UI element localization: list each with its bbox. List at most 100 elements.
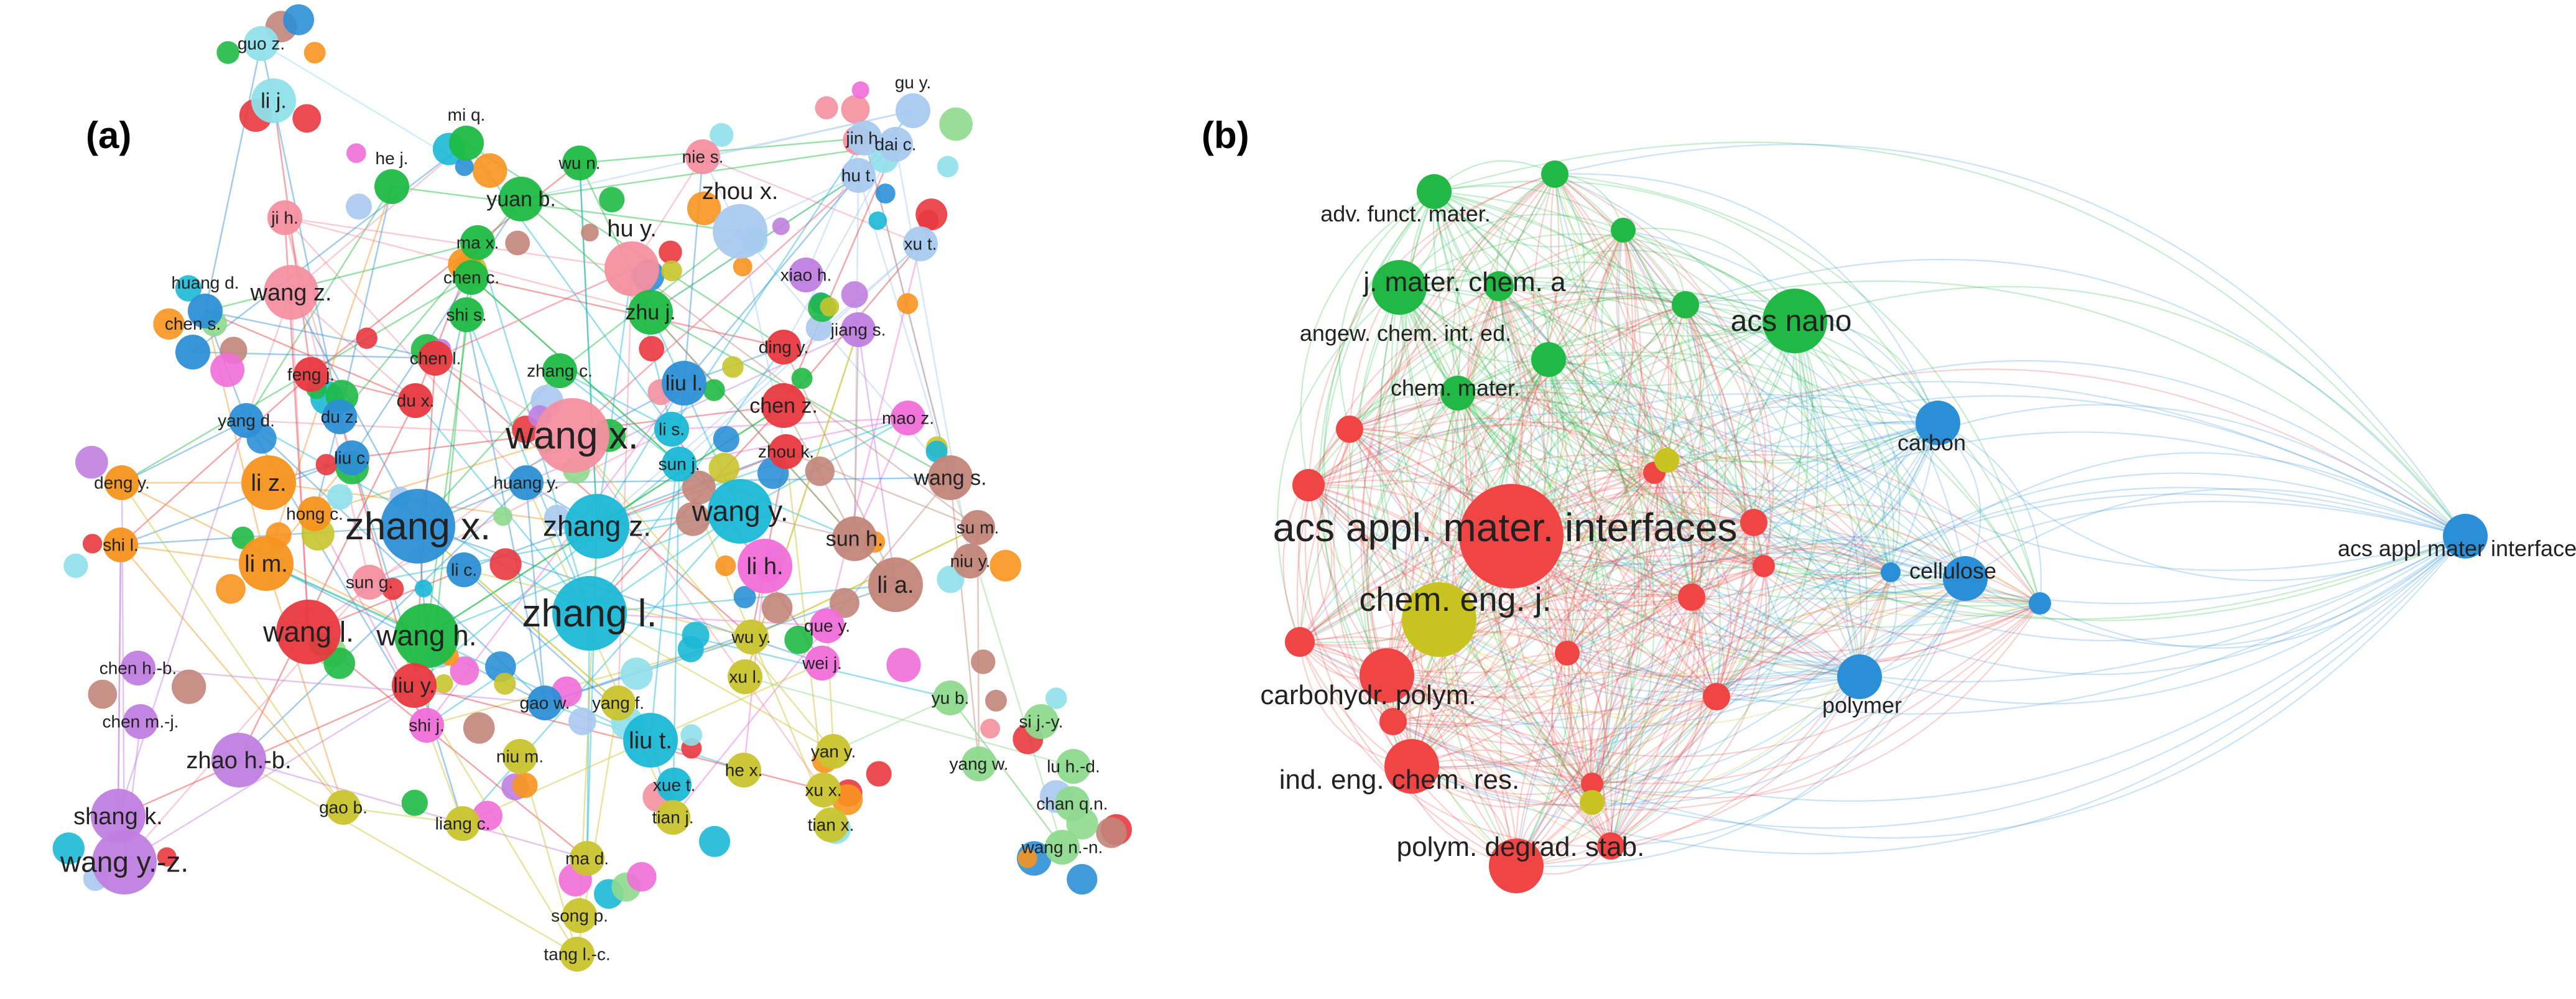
link [1386,674,1593,803]
link [1299,641,1717,746]
unlabeled-node [815,96,838,119]
node-circle [878,127,913,162]
link [1308,230,1624,486]
node-label: adv. funct. mater. [1320,201,1490,226]
author-node-liang-c: liang c. [435,806,490,841]
link [1591,565,1764,784]
link [1439,619,1717,715]
author-node-li-m: li m. [239,536,294,591]
link [833,697,951,753]
node-label: sun j. [659,455,700,474]
link [1392,588,1692,722]
link [1386,675,1593,787]
node-circle [264,265,318,320]
link [1386,320,1795,676]
node-circle [244,26,279,61]
node-label: hong c. [286,504,343,524]
unlabeled-node [820,297,840,317]
link [1439,619,1860,725]
link [284,217,527,483]
link [1666,460,1706,598]
link [1366,393,1458,767]
unlabeled-node [680,724,703,746]
link [1591,597,1696,803]
node-circle [685,139,720,174]
node-label: xu l. [729,667,761,687]
link [1554,174,1646,654]
link [1386,674,1517,867]
link [1516,493,2466,867]
link [1457,392,1861,677]
unlabeled-node [687,191,721,226]
unlabeled-node [1678,583,1705,611]
link [1392,676,1860,783]
node-label: ding y. [759,338,808,357]
link [290,292,416,401]
node-label: polymer [1822,692,1902,718]
link [1457,393,1764,569]
link [1554,174,1703,847]
link [1299,491,2041,643]
link [1653,472,1764,567]
unlabeled-node [1672,291,1699,318]
node-circle [294,357,328,392]
link [1299,358,1549,643]
link [1434,190,1550,360]
link [1591,230,1710,803]
unlabeled-node [682,621,710,649]
link [1859,597,2041,677]
link [1554,174,1795,323]
unlabeled-node [381,577,404,600]
node-circle [769,434,804,469]
link [1685,304,1771,697]
unlabeled-node [401,789,428,816]
link [1349,391,1891,573]
link [1602,522,1754,847]
unlabeled-node [172,669,206,704]
author-node-zhou-x: zhou x. [702,179,778,259]
link [1432,191,1692,598]
link [1547,359,1860,678]
unlabeled-node [715,555,736,577]
link [744,329,859,677]
link [1610,565,1767,847]
author-node-du-z: du z. [321,399,358,434]
link [1516,320,1803,867]
node-circle [560,937,595,972]
unlabeled-node [939,107,973,141]
author-node-wang-y: wang y. [691,479,789,544]
link [1467,174,1555,537]
node-label: sun h. [826,527,884,551]
link [1457,379,1891,573]
link [1411,230,1642,767]
unlabeled-node [791,368,813,389]
link [205,310,436,360]
journal-node-cellulose: cellulose [1909,556,1996,601]
author-node-shi-l: shi l. [103,527,139,562]
link [1498,286,2466,605]
node-label: chan q.n. [1036,794,1108,814]
unlabeled-node [1067,863,1098,895]
unlabeled-node [323,648,356,679]
node-circle [1837,654,1882,699]
unlabeled-node [512,773,538,798]
link [1349,428,1613,847]
unlabeled-node [1753,555,1775,577]
link [1511,486,1891,573]
link [1300,191,1435,486]
link [1763,536,1966,579]
link [1516,595,2041,867]
unlabeled-node [175,275,202,302]
unlabeled-node [875,184,896,204]
node-label: gu y. [895,73,932,92]
node-circle [241,455,296,510]
link [1701,522,1754,697]
link [1299,174,1560,643]
link [1308,422,1939,567]
link [1411,565,1764,769]
link [1685,304,2041,604]
node-label: du x. [397,391,435,411]
author-node-chen-hb: chen h.-b. [100,651,177,685]
link [1590,522,1754,803]
node-label: liu t. [629,728,672,754]
